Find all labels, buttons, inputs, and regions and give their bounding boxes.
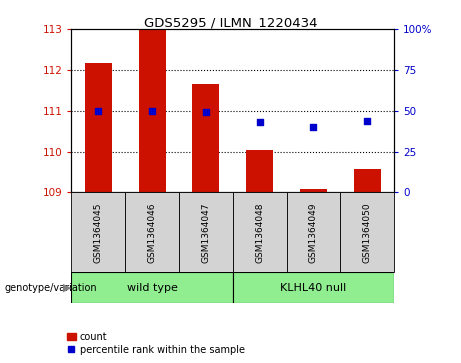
Text: GSM1364048: GSM1364048 (255, 202, 264, 262)
Legend: count, percentile rank within the sample: count, percentile rank within the sample (67, 331, 245, 355)
Bar (71, 272, 233, 303)
Text: KLHL40 null: KLHL40 null (280, 283, 347, 293)
Text: GSM1364045: GSM1364045 (94, 202, 103, 262)
Text: genotype/variation: genotype/variation (5, 283, 97, 293)
Point (310, 124, 317, 130)
Text: ▶: ▶ (63, 283, 71, 293)
Text: GDS5295 / ILMN_1220434: GDS5295 / ILMN_1220434 (144, 16, 317, 29)
Text: wild type: wild type (127, 283, 177, 293)
Bar (354, 169, 381, 192)
Bar (233, 272, 394, 303)
Bar (125, 192, 179, 272)
Text: GSM1364047: GSM1364047 (201, 202, 210, 262)
Text: GSM1364049: GSM1364049 (309, 202, 318, 262)
Bar (193, 84, 219, 192)
Bar (71, 192, 125, 272)
Bar (233, 192, 287, 272)
Bar (300, 189, 327, 192)
Bar (287, 192, 340, 272)
Bar (85, 62, 112, 192)
Text: GSM1364046: GSM1364046 (148, 202, 157, 262)
Point (202, 110, 210, 115)
Bar (179, 192, 233, 272)
Bar (139, 29, 165, 192)
Point (95, 108, 102, 114)
Bar (340, 192, 394, 272)
Bar (246, 150, 273, 192)
Text: GSM1364050: GSM1364050 (363, 202, 372, 263)
Point (148, 108, 156, 114)
Point (256, 119, 263, 125)
Point (364, 118, 371, 123)
